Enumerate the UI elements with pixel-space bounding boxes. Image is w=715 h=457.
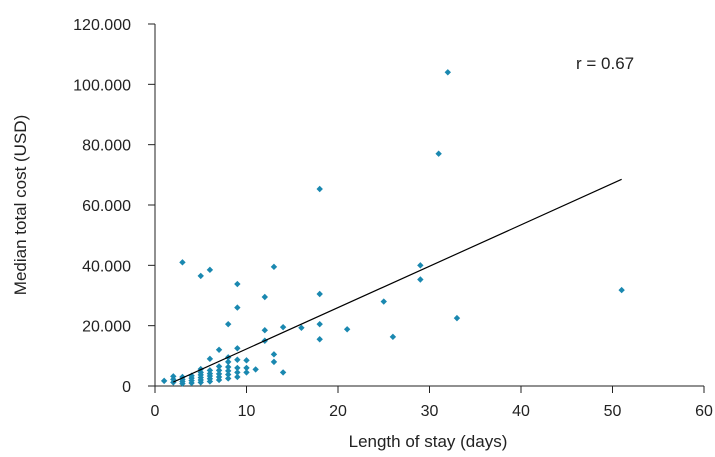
data-point bbox=[261, 326, 268, 334]
data-point bbox=[444, 69, 451, 76]
data-point bbox=[389, 333, 397, 341]
y-tick-label: 100.000 bbox=[73, 77, 131, 94]
x-tick-label: 50 bbox=[604, 403, 622, 420]
data-point bbox=[170, 373, 177, 380]
data-point bbox=[215, 370, 223, 378]
y-tick-label: 0 bbox=[122, 379, 131, 396]
data-point bbox=[279, 323, 287, 331]
data-point bbox=[316, 290, 323, 298]
data-point bbox=[270, 358, 278, 366]
data-point bbox=[206, 355, 214, 363]
x-axis-label: Length of stay (days) bbox=[349, 432, 508, 451]
data-point bbox=[206, 370, 214, 377]
y-tick-label: 80.000 bbox=[82, 138, 131, 155]
data-point bbox=[270, 351, 278, 358]
data-point bbox=[234, 364, 241, 372]
data-point bbox=[234, 304, 241, 311]
data-point bbox=[298, 324, 305, 331]
trend-line bbox=[173, 178, 622, 383]
y-tick-label: 120.000 bbox=[73, 17, 131, 34]
data-point bbox=[234, 280, 241, 288]
correlation-annotation: r = 0.67 bbox=[576, 54, 634, 73]
data-point bbox=[316, 185, 323, 193]
data-point bbox=[225, 371, 232, 378]
data-point bbox=[243, 369, 250, 376]
x-tick-label: 30 bbox=[421, 403, 439, 420]
data-point bbox=[206, 266, 214, 274]
data-point bbox=[179, 259, 186, 266]
y-tick-label: 60.000 bbox=[82, 198, 131, 215]
data-point bbox=[453, 314, 461, 322]
data-point bbox=[215, 367, 223, 374]
axes: 0 10 20 30 40 50 60 0 20.000 40.000 60.000 80.000 1… bbox=[73, 17, 713, 420]
data-point bbox=[279, 369, 287, 376]
x-tick-label: 10 bbox=[238, 403, 256, 420]
data-point bbox=[316, 320, 323, 328]
data-points bbox=[160, 69, 625, 387]
data-point bbox=[417, 276, 424, 283]
data-point bbox=[225, 358, 232, 366]
data-point bbox=[270, 263, 278, 271]
data-point bbox=[234, 373, 241, 381]
x-tick-label: 0 bbox=[151, 403, 160, 420]
data-point bbox=[234, 369, 241, 376]
data-point bbox=[160, 377, 168, 385]
y-ticks: 0 20.000 40.000 60.000 80.000 100.000 120.000 bbox=[73, 17, 155, 396]
data-point bbox=[197, 272, 204, 280]
data-point bbox=[261, 293, 268, 301]
y-tick-label: 40.000 bbox=[82, 258, 131, 275]
data-point bbox=[225, 367, 232, 375]
data-point bbox=[215, 346, 223, 353]
data-point bbox=[380, 298, 387, 305]
data-point bbox=[243, 357, 250, 364]
y-tick-label: 20.000 bbox=[82, 319, 131, 336]
x-tick-label: 40 bbox=[512, 403, 530, 420]
data-point bbox=[243, 364, 250, 372]
data-point bbox=[234, 356, 241, 363]
data-point bbox=[234, 345, 241, 352]
data-point bbox=[206, 367, 214, 374]
data-point bbox=[316, 336, 323, 343]
data-point bbox=[225, 375, 232, 382]
data-point bbox=[252, 366, 259, 373]
data-point bbox=[435, 150, 442, 157]
data-point bbox=[225, 320, 232, 328]
data-point bbox=[225, 363, 232, 371]
x-tick-label: 60 bbox=[695, 403, 713, 420]
x-tick-label: 20 bbox=[329, 403, 347, 420]
x-ticks: 0 10 20 30 40 50 60 bbox=[151, 386, 713, 420]
data-point bbox=[215, 363, 223, 370]
data-point bbox=[343, 326, 351, 333]
data-point bbox=[417, 262, 424, 269]
y-axis-label: Median total cost (USD) bbox=[11, 115, 30, 295]
data-point bbox=[618, 286, 625, 294]
